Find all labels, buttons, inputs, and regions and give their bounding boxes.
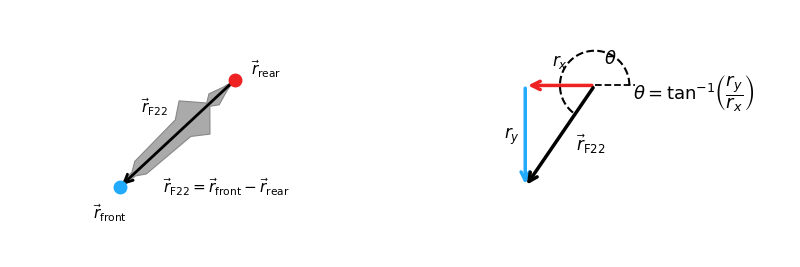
Text: $\vec{r}_{\mathrm{F22}}$: $\vec{r}_{\mathrm{F22}}$: [141, 96, 168, 118]
Text: $\theta$: $\theta$: [604, 50, 617, 68]
Text: $\vec{r}_{\mathrm{F22}} = \vec{r}_{\mathrm{front}} - \vec{r}_{\mathrm{rear}}$: $\vec{r}_{\mathrm{F22}} = \vec{r}_{\math…: [163, 176, 290, 198]
Text: $\vec{r}_{\mathrm{F22}}$: $\vec{r}_{\mathrm{F22}}$: [576, 132, 606, 156]
Text: $\vec{r}_{\mathrm{front}}$: $\vec{r}_{\mathrm{front}}$: [93, 203, 127, 225]
Text: $r_x$: $r_x$: [552, 53, 568, 71]
Text: $r_y$: $r_y$: [504, 125, 520, 147]
Text: $\vec{r}_{\mathrm{rear}}$: $\vec{r}_{\mathrm{rear}}$: [250, 58, 281, 80]
Polygon shape: [119, 80, 234, 188]
Text: $\theta = \tan^{-1}\!\left(\dfrac{r_y}{r_x}\right)$: $\theta = \tan^{-1}\!\left(\dfrac{r_y}{r…: [633, 73, 754, 114]
